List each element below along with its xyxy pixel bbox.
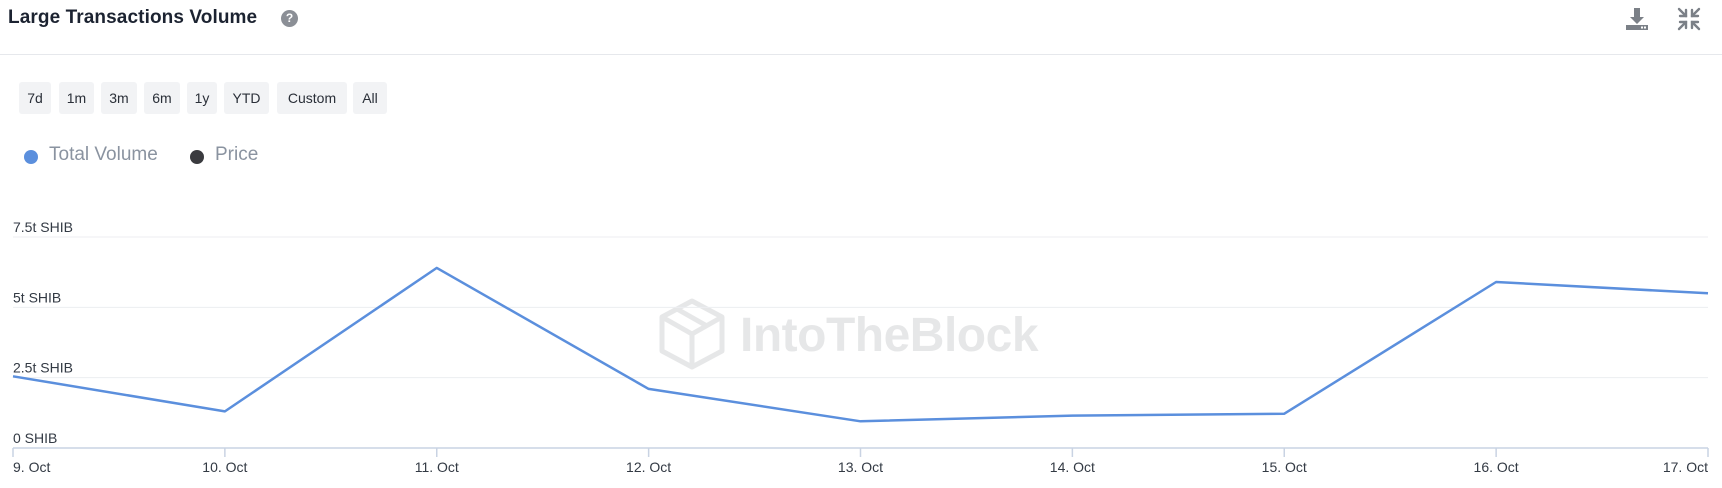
x-tick-label: 11. Oct <box>415 459 459 475</box>
grid <box>13 236 1708 379</box>
legend-label-total-volume: Total Volume <box>49 144 158 165</box>
legend-dot-price <box>190 150 204 164</box>
y-axis: 0 SHIB 2.5t SHIB 5t SHIB 7.5t SHIB <box>13 219 73 446</box>
help-icon[interactable]: ? <box>281 10 298 27</box>
range-button-3m[interactable]: 3m <box>101 82 137 114</box>
x-tick-label: 9. Oct <box>13 459 50 475</box>
y-tick-label: 2.5t SHIB <box>13 360 73 376</box>
x-tick-label: 10. Oct <box>202 459 247 475</box>
range-button-7d[interactable]: 7d <box>19 82 51 114</box>
chart-header: Large Transactions Volume ? <box>0 0 1722 55</box>
x-tick-label: 17. Oct <box>1663 459 1708 475</box>
legend-label-price: Price <box>215 144 259 165</box>
y-tick-label: 5t SHIB <box>13 289 61 305</box>
range-button-1y[interactable]: 1y <box>187 82 217 114</box>
x-tick-label: 13. Oct <box>838 459 883 475</box>
x-axis: 9. Oct 10. Oct 11. Oct 12. Oct 13. Oct 14. Oc… <box>12 448 1709 475</box>
range-button-custom[interactable]: Custom <box>277 82 347 114</box>
collapse-icon[interactable] <box>1676 6 1702 32</box>
watermark-logo-icon <box>659 298 725 370</box>
y-tick-label: 0 SHIB <box>13 430 57 446</box>
chart-title: Large Transactions Volume <box>8 7 258 28</box>
x-tick-label: 14. Oct <box>1050 459 1095 475</box>
download-icon[interactable] <box>1624 6 1650 32</box>
range-button-all[interactable]: All <box>353 82 387 114</box>
x-tick-label: 16. Oct <box>1474 459 1519 475</box>
watermark-text: IntoTheBlock <box>740 309 1039 362</box>
legend-dot-total-volume <box>24 150 38 164</box>
y-tick-label: 7.5t SHIB <box>13 219 73 235</box>
range-button-1m[interactable]: 1m <box>59 82 94 114</box>
range-button-6m[interactable]: 6m <box>144 82 180 114</box>
series-line-total-volume <box>12 266 1709 423</box>
x-tick-label: 15. Oct <box>1262 459 1307 475</box>
range-button-ytd[interactable]: YTD <box>224 82 269 114</box>
x-tick-label: 12. Oct <box>626 459 671 475</box>
series-points <box>10 265 1711 424</box>
watermark: IntoTheBlock <box>658 298 1039 370</box>
